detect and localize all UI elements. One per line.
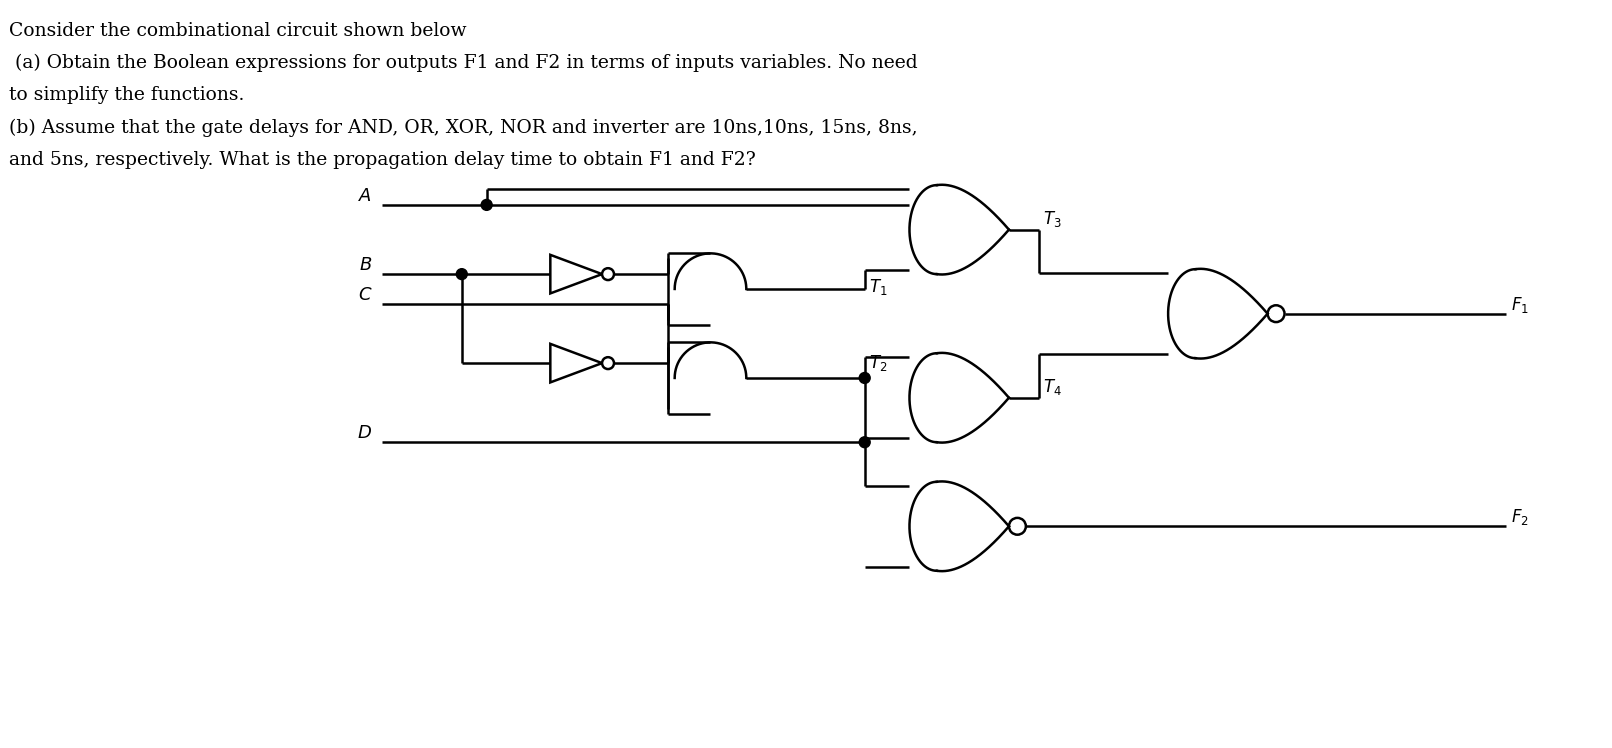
Text: $B$: $B$ <box>359 256 372 275</box>
Circle shape <box>859 373 870 384</box>
Text: $T_3$: $T_3$ <box>1043 209 1061 229</box>
Text: Consider the combinational circuit shown below: Consider the combinational circuit shown… <box>10 22 466 40</box>
Text: $T_1$: $T_1$ <box>869 277 887 297</box>
Circle shape <box>859 437 870 447</box>
Circle shape <box>456 269 467 280</box>
Circle shape <box>482 200 492 210</box>
Text: $T_4$: $T_4$ <box>1043 377 1062 396</box>
Text: $F_1$: $F_1$ <box>1512 295 1530 315</box>
Text: to simplify the functions.: to simplify the functions. <box>10 86 245 104</box>
Text: $D$: $D$ <box>358 424 372 442</box>
Text: (b) Assume that the gate delays for AND, OR, XOR, NOR and inverter are 10ns,10ns: (b) Assume that the gate delays for AND,… <box>10 118 917 137</box>
Text: (a) Obtain the Boolean expressions for outputs F1 and F2 in terms of inputs vari: (a) Obtain the Boolean expressions for o… <box>10 54 917 73</box>
Text: and 5ns, respectively. What is the propagation delay time to obtain F1 and F2?: and 5ns, respectively. What is the propa… <box>10 150 756 168</box>
Text: $T_2$: $T_2$ <box>869 353 887 373</box>
Text: $A$: $A$ <box>358 187 372 205</box>
Text: $C$: $C$ <box>358 286 372 304</box>
Text: $F_2$: $F_2$ <box>1512 507 1530 527</box>
